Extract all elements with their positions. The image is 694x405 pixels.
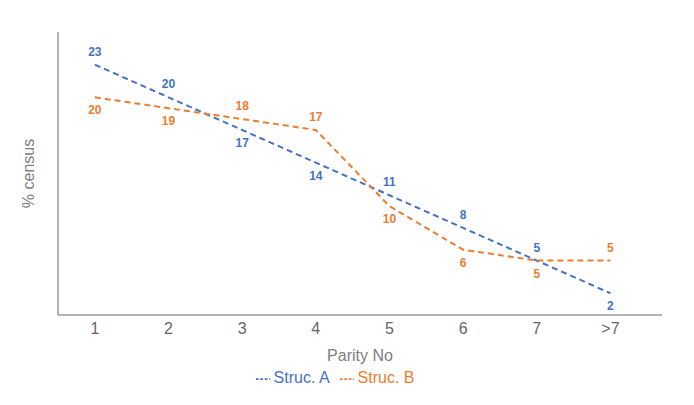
svg-text:2: 2 [164, 320, 173, 337]
html-text:Struc. A: Struc. A [273, 369, 330, 386]
svg-text:5: 5 [533, 267, 540, 281]
svg-text:19: 19 [162, 114, 176, 128]
svg-text:17: 17 [309, 110, 323, 124]
svg-text:% census: % census [20, 139, 37, 208]
svg-text:14: 14 [309, 169, 323, 183]
svg-text:2: 2 [607, 299, 614, 313]
svg-text:5: 5 [533, 241, 540, 255]
svg-text:4: 4 [311, 320, 320, 337]
svg-text:18: 18 [235, 99, 249, 113]
svg-text:Parity No: Parity No [327, 347, 393, 364]
svg-text:3: 3 [238, 320, 247, 337]
svg-text:17: 17 [235, 136, 249, 150]
svg-text:1: 1 [90, 320, 99, 337]
html-text:Struc. B: Struc. B [357, 369, 415, 386]
svg-text:6: 6 [459, 320, 468, 337]
svg-text:5: 5 [607, 241, 614, 255]
svg-text:10: 10 [383, 212, 397, 226]
svg-text:11: 11 [383, 175, 396, 189]
svg-text:6: 6 [460, 256, 467, 270]
svg-text:8: 8 [460, 208, 467, 222]
svg-text:7: 7 [532, 320, 541, 337]
svg-text:23: 23 [88, 45, 102, 59]
svg-text:20: 20 [162, 77, 176, 91]
svg-text:>7: >7 [601, 320, 619, 337]
svg-text:20: 20 [88, 103, 102, 117]
svg-text:5: 5 [385, 320, 394, 337]
